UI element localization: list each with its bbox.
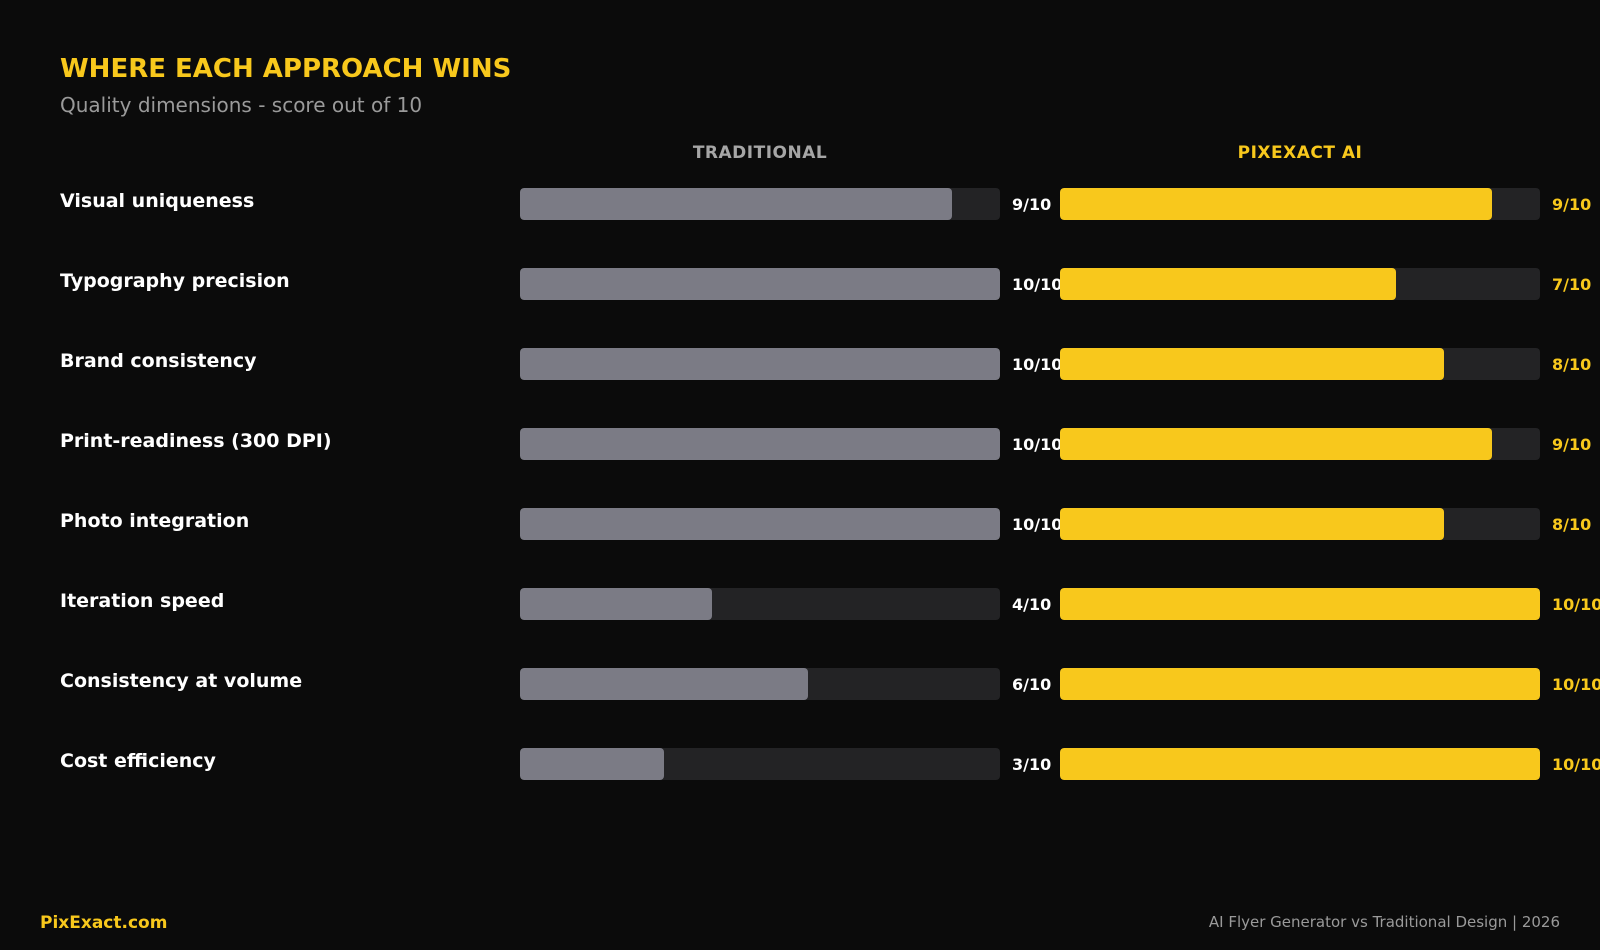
ai-bar <box>1060 188 1492 220</box>
ai-bar-track <box>1060 748 1540 780</box>
chart-row: Iteration speed 4/10 10/10 <box>0 588 1600 668</box>
traditional-bar-track <box>520 428 1000 460</box>
traditional-score-label: 10/10 <box>1012 515 1063 534</box>
traditional-bar-track <box>520 348 1000 380</box>
chart-row: Brand consistency 10/10 8/10 <box>0 348 1600 428</box>
ai-bar-track <box>1060 668 1540 700</box>
traditional-bar <box>520 668 808 700</box>
ai-score-label: 9/10 <box>1552 435 1592 454</box>
traditional-bar-track <box>520 748 1000 780</box>
ai-bar <box>1060 428 1492 460</box>
traditional-bar-track <box>520 508 1000 540</box>
bar-chart: Visual uniqueness 9/10 9/10 Typography p… <box>0 188 1600 828</box>
traditional-bar <box>520 588 712 620</box>
traditional-bar <box>520 508 1000 540</box>
footer-brand: PixExact.com <box>40 913 168 933</box>
chart-row: Cost efficiency 3/10 10/10 <box>0 748 1600 828</box>
category-label: Print-readiness (300 DPI) <box>60 430 332 452</box>
footer-caption: AI Flyer Generator vs Traditional Design… <box>1208 913 1560 931</box>
traditional-score-label: 10/10 <box>1012 355 1063 374</box>
traditional-bar <box>520 188 952 220</box>
column-header-traditional: TRADITIONAL <box>692 143 828 163</box>
traditional-bar <box>520 348 1000 380</box>
category-label: Cost efficiency <box>60 750 216 772</box>
traditional-bar <box>520 268 1000 300</box>
ai-score-label: 9/10 <box>1552 195 1592 214</box>
category-label: Typography precision <box>60 270 290 292</box>
traditional-bar-track <box>520 588 1000 620</box>
category-label: Visual uniqueness <box>60 190 255 212</box>
category-label: Photo integration <box>60 510 250 532</box>
category-label: Consistency at volume <box>60 670 303 692</box>
traditional-bar-track <box>520 268 1000 300</box>
chart-subtitle: Quality dimensions - score out of 10 <box>60 93 423 117</box>
ai-bar <box>1060 508 1444 540</box>
column-header-ai: PIXEXACT AI <box>1237 143 1363 163</box>
category-label: Iteration speed <box>60 590 225 612</box>
ai-bar <box>1060 268 1396 300</box>
traditional-score-label: 9/10 <box>1012 195 1052 214</box>
ai-score-label: 8/10 <box>1552 355 1592 374</box>
chart-title: WHERE EACH APPROACH WINS <box>60 54 512 84</box>
ai-bar <box>1060 748 1540 780</box>
traditional-bar <box>520 748 664 780</box>
ai-bar-track <box>1060 188 1540 220</box>
ai-score-label: 7/10 <box>1552 275 1592 294</box>
ai-score-label: 10/10 <box>1552 675 1600 694</box>
ai-bar-track <box>1060 428 1540 460</box>
ai-score-label: 8/10 <box>1552 515 1592 534</box>
chart-row: Visual uniqueness 9/10 9/10 <box>0 188 1600 268</box>
ai-bar-track <box>1060 588 1540 620</box>
traditional-score-label: 3/10 <box>1012 755 1052 774</box>
traditional-score-label: 4/10 <box>1012 595 1052 614</box>
traditional-bar-track <box>520 668 1000 700</box>
chart-row: Photo integration 10/10 8/10 <box>0 508 1600 588</box>
chart-row: Print-readiness (300 DPI) 10/10 9/10 <box>0 428 1600 508</box>
chart-row: Typography precision 10/10 7/10 <box>0 268 1600 348</box>
traditional-bar-track <box>520 188 1000 220</box>
traditional-score-label: 10/10 <box>1012 275 1063 294</box>
ai-score-label: 10/10 <box>1552 755 1600 774</box>
ai-score-label: 10/10 <box>1552 595 1600 614</box>
traditional-bar <box>520 428 1000 460</box>
ai-bar-track <box>1060 508 1540 540</box>
ai-bar <box>1060 348 1444 380</box>
category-label: Brand consistency <box>60 350 257 372</box>
ai-bar <box>1060 668 1540 700</box>
ai-bar-track <box>1060 268 1540 300</box>
ai-bar <box>1060 588 1540 620</box>
ai-bar-track <box>1060 348 1540 380</box>
traditional-score-label: 6/10 <box>1012 675 1052 694</box>
chart-row: Consistency at volume 6/10 10/10 <box>0 668 1600 748</box>
traditional-score-label: 10/10 <box>1012 435 1063 454</box>
